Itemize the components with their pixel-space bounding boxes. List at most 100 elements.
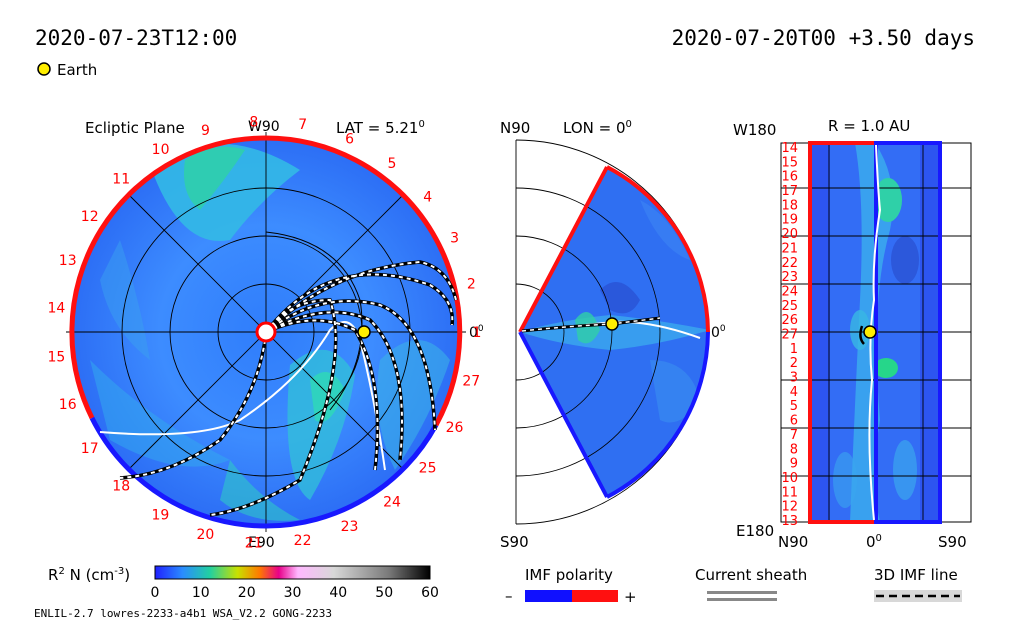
meridional-top-label: N90 xyxy=(500,119,530,137)
colorbar-scale xyxy=(154,565,431,580)
ecliptic-bottom-label: E90 xyxy=(248,535,275,551)
radial-row-label: 19 xyxy=(781,213,798,228)
radial-row-label: 24 xyxy=(781,285,798,300)
rim-label: 1 xyxy=(473,325,482,341)
radial-row-label: 26 xyxy=(781,313,798,328)
colorbar-tick-label: 60 xyxy=(421,585,439,601)
radial-row-label: 18 xyxy=(781,198,798,213)
ecliptic-plane-panel: Ecliptic Plane W90 E90 LAT = 5.210 00 12… xyxy=(47,114,483,551)
radial-row-label: 5 xyxy=(790,399,798,414)
imf-polarity-title: IMF polarity xyxy=(525,566,613,584)
ecliptic-top-label: W90 xyxy=(248,119,280,135)
radial-title: R = 1.0 AU xyxy=(828,117,910,135)
radial-row-label: 3 xyxy=(790,371,798,386)
radial-row-label: 14 xyxy=(781,141,798,156)
rim-label: 6 xyxy=(345,131,354,147)
rim-label: 21 xyxy=(245,536,263,552)
radial-row-label: 25 xyxy=(781,299,798,314)
meridional-rim-north xyxy=(606,165,710,333)
sun-marker xyxy=(255,321,277,343)
rim-label: 11 xyxy=(112,172,130,188)
colorbar-tick-label: 20 xyxy=(238,585,256,601)
colorbar-tick-label: 50 xyxy=(375,585,393,601)
radial-row-label: 13 xyxy=(781,514,798,529)
rim-label: 12 xyxy=(81,209,99,225)
meridional-density-features xyxy=(520,187,708,477)
radial-row-label: 15 xyxy=(781,155,798,170)
meridional-edge-south xyxy=(518,331,609,498)
radial-row-label: 23 xyxy=(781,270,798,285)
reference-spiral xyxy=(265,231,363,411)
imf-positive-swatch xyxy=(572,590,618,602)
imf-line-legend: 3D IMF line xyxy=(874,566,962,602)
run-info: 2020-07-20T00 +3.50 days xyxy=(672,26,975,50)
current-sheath-title: Current sheath xyxy=(695,566,807,584)
radial-x-label-n90: N90 xyxy=(778,533,808,551)
colorbar-label: R2 N (cm-3) xyxy=(48,566,130,584)
imf-plus-label: + xyxy=(624,588,637,606)
radial-bottom-left: E180 xyxy=(736,522,774,540)
radial-row-label: 2 xyxy=(790,356,798,371)
timestamp: 2020-07-23T12:00 xyxy=(35,26,237,50)
rim-label: 19 xyxy=(151,508,169,524)
colorbar-tick-label: 30 xyxy=(284,585,302,601)
colorbar-tick-label: 10 xyxy=(192,585,210,601)
radial-row-label: 8 xyxy=(790,442,798,457)
current-sheath-legend: Current sheath xyxy=(695,566,807,601)
radial-row-label: 10 xyxy=(781,471,798,486)
meridional-edge-north xyxy=(518,166,609,333)
radial-imf-line xyxy=(859,325,865,345)
current-sheath-swatch-1 xyxy=(707,591,777,594)
rim-label: 26 xyxy=(446,420,464,436)
radial-row-label: 17 xyxy=(781,184,798,199)
colorbar: R2 N (cm-3) 0 10 20 30 40 50 60 xyxy=(48,565,439,601)
radial-x-label-0: 00 xyxy=(866,533,882,551)
radial-row-label: 12 xyxy=(781,500,798,515)
ecliptic-right-angle: 00 xyxy=(469,324,484,341)
radial-row-label: 27 xyxy=(781,328,798,343)
earth-marker-radial xyxy=(863,325,877,339)
imf-polarity-legend: IMF polarity – + xyxy=(505,566,637,606)
rim-label: 5 xyxy=(388,156,397,172)
radial-top-left: W180 xyxy=(733,121,776,139)
rim-label: 10 xyxy=(152,142,170,158)
rim-label: 7 xyxy=(298,117,307,133)
radial-row-label: 9 xyxy=(790,457,798,472)
earth-legend-label: Earth xyxy=(57,61,97,79)
rim-label: 9 xyxy=(201,123,210,139)
imf-minus-label: – xyxy=(505,587,513,605)
radial-row-label: 20 xyxy=(781,227,798,242)
radial-row-label: 22 xyxy=(781,256,798,271)
radial-row-labels: 1415161718192021222324252627123456789101… xyxy=(781,141,798,529)
rim-label: 23 xyxy=(341,519,359,535)
rim-label: 24 xyxy=(383,494,401,510)
radial-row-label: 4 xyxy=(790,385,798,400)
rim-label: 20 xyxy=(196,527,214,543)
ecliptic-title: Ecliptic Plane xyxy=(85,119,185,137)
colorbar-ticks: 0 10 20 30 40 50 60 xyxy=(151,585,439,601)
radial-row-label: 21 xyxy=(781,241,798,256)
radial-slice-panel: R = 1.0 AU W180 E180 N90 00 S90 14151617… xyxy=(733,117,972,551)
rim-label: 8 xyxy=(249,114,258,130)
rim-label: 22 xyxy=(294,533,312,549)
rim-label: 2 xyxy=(467,276,476,292)
meridional-right-angle: 00 xyxy=(711,324,726,341)
earth-legend-icon xyxy=(37,62,51,76)
radial-current-sheath xyxy=(868,144,882,521)
radial-row-label: 7 xyxy=(790,428,798,443)
rim-label: 15 xyxy=(47,349,65,365)
rim-label: 17 xyxy=(81,441,99,457)
colorbar-tick-label: 0 xyxy=(151,585,160,601)
radial-x-label-s90: S90 xyxy=(938,533,967,551)
rim-label: 4 xyxy=(423,189,432,205)
earth-marker-meridional xyxy=(605,317,619,331)
rim-label: 25 xyxy=(419,461,437,477)
current-sheath-line xyxy=(99,321,386,471)
imf-negative-swatch xyxy=(525,590,572,602)
rim-label: 3 xyxy=(450,230,459,246)
meridional-bottom-label: S90 xyxy=(500,533,529,551)
rim-label: 14 xyxy=(47,300,65,316)
current-sheath-swatch-2 xyxy=(707,598,777,601)
rim-label: 16 xyxy=(59,397,77,413)
